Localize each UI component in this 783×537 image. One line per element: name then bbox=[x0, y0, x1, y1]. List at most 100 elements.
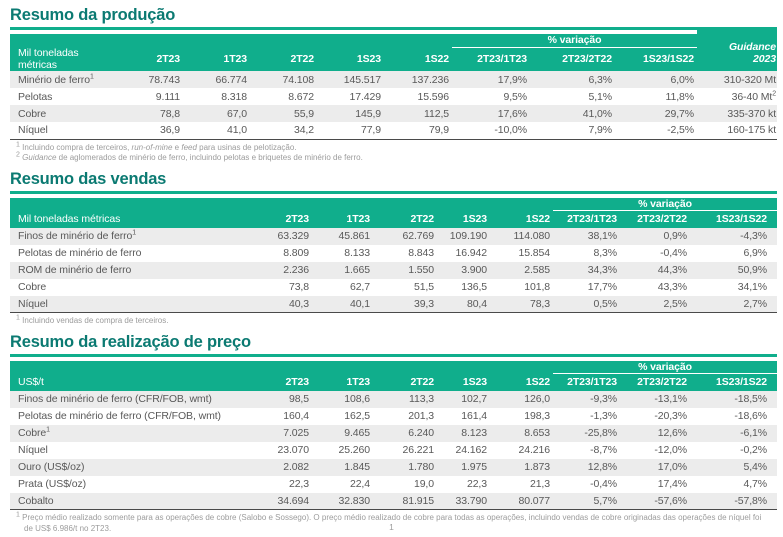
period-value-cell: 2.236 bbox=[283, 264, 309, 276]
table-row: Pelotas 9.111 8.318 8.672 17.429 15.596 9,5% 5,… bbox=[10, 88, 777, 105]
row-label: Níquel bbox=[10, 442, 255, 459]
header-group-row: % variação bbox=[10, 360, 778, 374]
guidance-value-text: 310-320 Mt bbox=[723, 73, 777, 86]
summary-table: % variação Mil toneladas métricas 2T23 1T23… bbox=[10, 197, 778, 313]
footnote-text: Preço médio realizado somente para as op… bbox=[22, 513, 762, 533]
table-row: Pelotas de minério de ferro (CFR/FOB, wm… bbox=[10, 408, 777, 425]
row-label-text: Ouro (US$/oz) bbox=[18, 461, 85, 473]
variation-value-cell: -10,0% bbox=[494, 124, 527, 137]
period-value-cell: 1.873 bbox=[524, 461, 550, 473]
table-row: Cobre 78,8 67,0 55,9 145,9 112,5 17,6% 41,0% 29,… bbox=[10, 105, 778, 122]
table-row: Finos de minério de ferro (CFR/FOB, wmt)… bbox=[10, 390, 778, 408]
period-value-cell: 40,3 bbox=[288, 297, 309, 310]
header-group-row: % variação bbox=[10, 197, 778, 211]
period-column-header: 1S22 bbox=[490, 210, 553, 228]
period-value-cell: 8.653 bbox=[524, 427, 550, 439]
header-columns-row: Mil toneladas métricas 2T23 1T23 2T22 1S23 1S… bbox=[10, 47, 777, 71]
header-lead-spacer bbox=[10, 34, 452, 47]
row-label: Ouro (US$/oz) bbox=[10, 459, 255, 476]
period-value-cell: 24.162 bbox=[455, 444, 487, 456]
variation-value-cell: 50,9% bbox=[737, 264, 768, 276]
period-value-cell: 34.694 bbox=[277, 494, 309, 507]
row-label-text: Cobre bbox=[18, 281, 47, 293]
period-value-cell: 22,3 bbox=[466, 478, 487, 490]
variation-column-header: 2T23/2T22 bbox=[620, 210, 690, 228]
period-value-cell: 112,5 bbox=[424, 107, 449, 120]
row-label: Níquel bbox=[10, 122, 120, 139]
footnote-text: de aglomerados de minério de ferro, incl… bbox=[56, 153, 363, 162]
footnote-ref: 1 bbox=[89, 73, 94, 80]
table-row: Níquel 36,9 41,0 34,2 77,9 79,9 -10,0% 7,9% -2,5… bbox=[10, 122, 777, 139]
variation-value-cell: -25,8% bbox=[584, 427, 617, 439]
guidance-value-cell: 36-40 Mt2 bbox=[697, 88, 777, 105]
footnote-text: e bbox=[172, 142, 182, 152]
variation-value-cell: 6,3% bbox=[588, 73, 612, 86]
variation-column-header: 2T23/1T23 bbox=[553, 210, 620, 228]
variation-column-header: 1S23/1S22 bbox=[690, 373, 778, 391]
variation-value-cell: 17,0% bbox=[657, 461, 687, 473]
summary-table: % variação Guidance 2023 Mil toneladas métr… bbox=[10, 30, 778, 140]
variation-value-cell: -2,5% bbox=[667, 124, 695, 137]
variation-value-cell: 5,4% bbox=[743, 461, 768, 473]
period-value-cell: 62.769 bbox=[402, 230, 434, 242]
unit-header: Mil toneladas métricas bbox=[10, 210, 255, 228]
row-label-text: Níquel bbox=[18, 124, 48, 137]
variation-value-cell: 9,5% bbox=[503, 90, 527, 103]
period-value-cell: 67,0 bbox=[226, 107, 247, 120]
header-columns-row: US$/t 2T23 1T23 2T22 1S23 1S22 2T23/1T23 2T23/2… bbox=[10, 373, 778, 391]
period-value-cell: 80.077 bbox=[518, 494, 550, 507]
period-value-cell: 1.665 bbox=[344, 264, 370, 276]
header-lead-spacer bbox=[10, 360, 553, 374]
footnotes-block: 1 Preço médio realizado somente para as … bbox=[12, 511, 768, 534]
period-value-cell: 8.318 bbox=[221, 90, 247, 103]
period-column-header: 2T23 bbox=[255, 210, 312, 228]
variation-value-cell: 5,1% bbox=[588, 90, 612, 103]
guidance-column-header: Guidance 2023 bbox=[697, 30, 778, 71]
title-underline bbox=[10, 190, 777, 194]
period-value-cell: 1.975 bbox=[461, 461, 487, 473]
variation-value-cell: -0,4% bbox=[590, 478, 617, 490]
period-column-header: 2T22 bbox=[373, 373, 437, 391]
variation-value-cell: 7,9% bbox=[588, 124, 612, 137]
footnote: 1 Preço médio realizado somente para as … bbox=[12, 511, 768, 534]
period-value-cell: 21,3 bbox=[529, 478, 550, 490]
variation-value-cell: 34,1% bbox=[737, 281, 768, 293]
row-label: Finos de minério de ferro1 bbox=[10, 228, 255, 245]
period-value-cell: 1.550 bbox=[408, 264, 434, 276]
period-column-header: 2T22 bbox=[250, 47, 317, 71]
variation-value-cell: -6,1% bbox=[740, 427, 768, 439]
report-section: Resumo da realização de preço% variação U… bbox=[10, 333, 778, 535]
row-label-text: Níquel bbox=[18, 297, 48, 310]
variation-value-cell: 34,3% bbox=[587, 264, 617, 276]
title-underline bbox=[10, 27, 777, 30]
period-value-cell: 114.080 bbox=[513, 230, 551, 242]
footnote-ref: 2 bbox=[772, 90, 777, 97]
period-value-cell: 39,3 bbox=[413, 297, 434, 310]
row-label: ROM de minério de ferro bbox=[10, 262, 255, 279]
guidance-value-cell: 335-370 kt bbox=[697, 105, 777, 122]
table-row: Finos de minério de ferro1 63.329 45.861 62… bbox=[10, 227, 778, 245]
header-columns-row: Mil toneladas métricas 2T23 1T23 2T22 1S23 1S… bbox=[10, 210, 778, 228]
period-column-header: 1S22 bbox=[384, 47, 452, 71]
row-label-text: Cobalto bbox=[18, 494, 54, 507]
variation-value-cell: 0,9% bbox=[663, 230, 687, 242]
table-row: ROM de minério de ferro 2.236 1.665 1.550 3.… bbox=[10, 261, 778, 279]
variation-column-header: 2T23/2T22 bbox=[530, 47, 615, 71]
period-value-cell: 80,4 bbox=[466, 297, 487, 310]
variation-value-cell: 29,7% bbox=[664, 107, 695, 120]
guidance-header-line1: Guidance bbox=[728, 40, 777, 53]
footnote: 2 Guidance de aglomerados de minério de … bbox=[12, 151, 768, 164]
period-value-cell: 77,9 bbox=[360, 124, 381, 137]
period-value-cell: 126,0 bbox=[524, 393, 550, 405]
period-value-cell: 3.900 bbox=[461, 264, 487, 276]
header-group-row: % variação Guidance 2023 bbox=[10, 30, 778, 71]
period-value-cell: 23.070 bbox=[277, 444, 309, 456]
period-value-cell: 36,9 bbox=[159, 124, 180, 137]
variation-value-cell: -20,3% bbox=[654, 410, 687, 422]
title-underline bbox=[10, 353, 777, 357]
table-row: Pelotas de minério de ferro 8.809 8.133 8.8… bbox=[10, 245, 777, 262]
period-value-cell: 22,4 bbox=[349, 478, 370, 490]
period-value-cell: 25.260 bbox=[338, 444, 370, 456]
table-row: Minério de ferro1 78.743 66.774 74.108 145.5… bbox=[10, 71, 778, 88]
guidance-value-cell: 310-320 Mt bbox=[697, 71, 777, 88]
